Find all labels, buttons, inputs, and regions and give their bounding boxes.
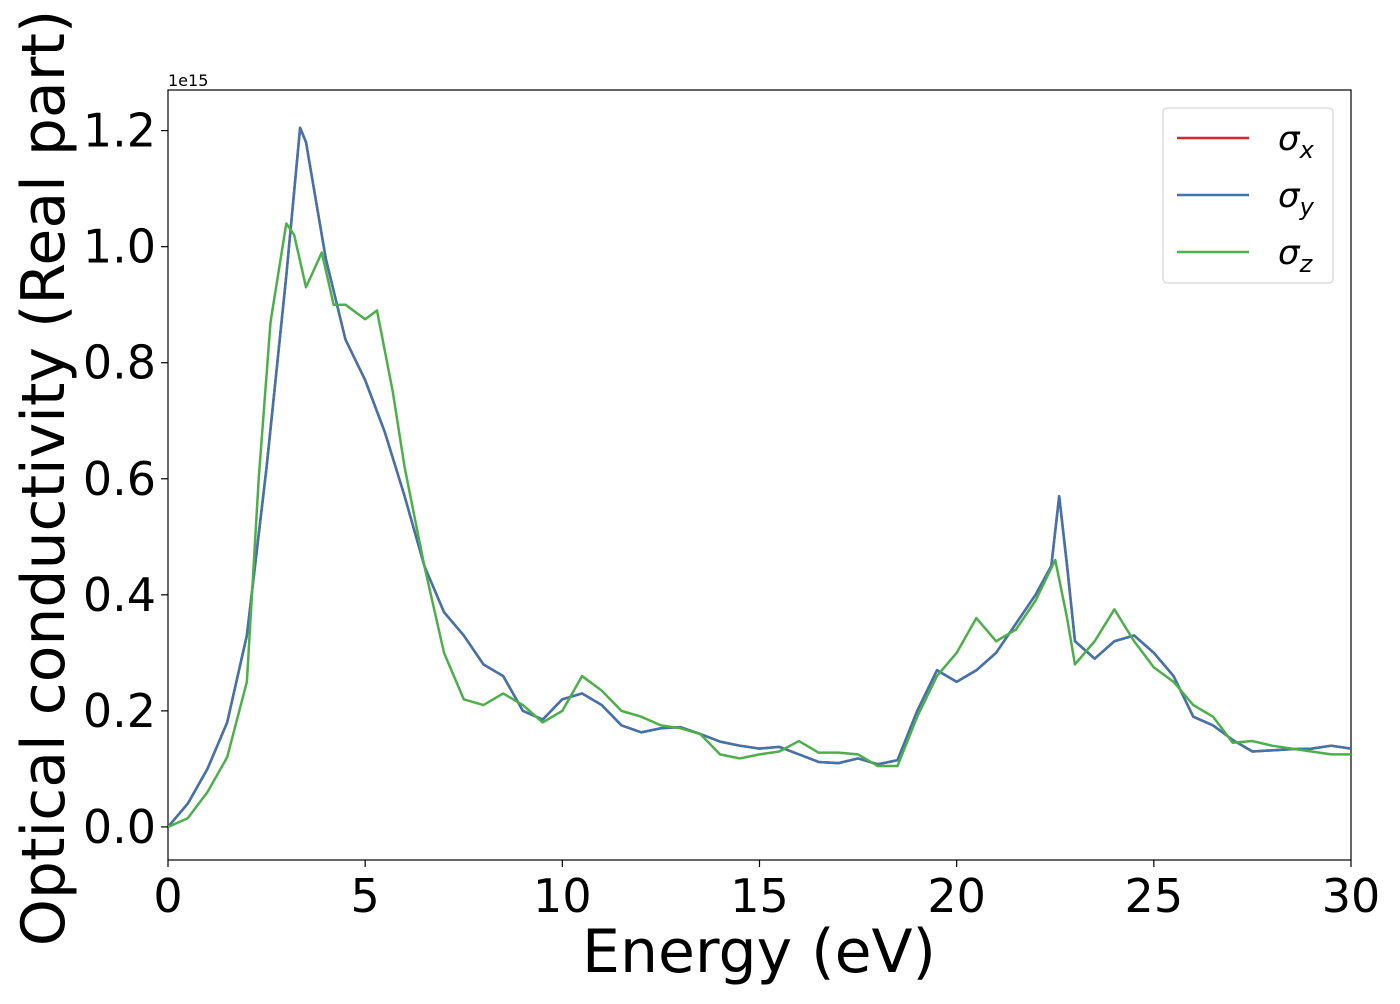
y-axis-label: Optical conductivity (Real part): [9, 10, 79, 947]
y-offset-label: 1e15: [168, 71, 208, 90]
x-tick-label: 20: [927, 869, 986, 923]
y-tick-label: 0.0: [83, 800, 156, 854]
x-tick-label: 5: [351, 869, 380, 923]
y-tick-label: 0.4: [83, 568, 156, 622]
x-axis-label: Energy (eV): [582, 917, 936, 987]
y-tick-label: 1.0: [83, 220, 156, 274]
y-tick-label: 0.8: [83, 336, 156, 390]
x-tick-label: 25: [1125, 869, 1184, 923]
y-tick-label: 1.2: [83, 104, 156, 158]
plot-frame: [167, 89, 1352, 861]
legend-label: σx: [1278, 119, 1315, 164]
x-tick-label: 10: [533, 869, 592, 923]
x-tick-label: 30: [1322, 869, 1381, 923]
series-line: [168, 222, 1351, 829]
y-tick-label: 0.2: [83, 684, 156, 738]
y-tick-label: 0.6: [83, 452, 156, 506]
x-tick-label: 15: [730, 869, 789, 923]
x-tick-label: 0: [153, 869, 182, 923]
legend-label: σy: [1278, 176, 1315, 221]
legend-label: σz: [1278, 233, 1314, 278]
series-line: [168, 126, 1351, 828]
